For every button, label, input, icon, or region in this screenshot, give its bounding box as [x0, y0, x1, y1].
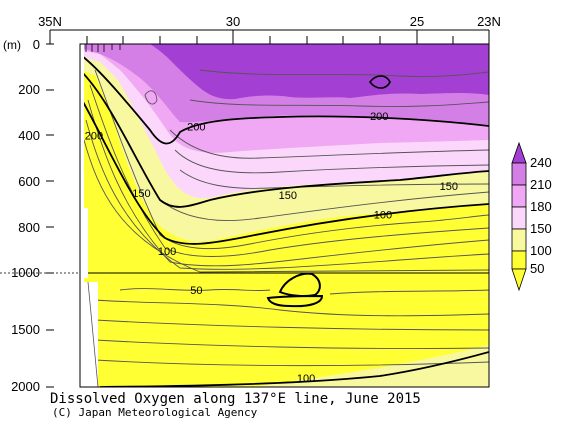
contour-label-200: 200 — [85, 131, 103, 143]
left-axis-ticks — [46, 43, 54, 388]
colorbar-top-arrow — [511, 141, 527, 164]
contour-label-100: 100 — [158, 246, 176, 258]
contour-label-100: 100 — [374, 210, 392, 222]
colorbar-label-240: 240 — [530, 155, 552, 170]
contour-label-100: 100 — [297, 373, 315, 385]
y-tick-label-0: 0 — [33, 37, 40, 52]
contour-label-150: 150 — [279, 190, 297, 202]
colorbar-swatch-100-150 — [511, 228, 527, 252]
contour-label-150: 150 — [132, 188, 150, 200]
plot-area — [80, 44, 489, 387]
do-band-gt240 — [150, 44, 489, 100]
y-tick-label-800: 800 — [18, 220, 40, 235]
top-axis-ticks — [49, 29, 490, 44]
thin-contours — [83, 69, 489, 367]
y-tick-label-600: 600 — [18, 174, 40, 189]
mask-upper-gap — [80, 208, 88, 278]
colorbar-label-210: 210 — [530, 177, 552, 192]
contour-label-150: 150 — [440, 181, 458, 193]
colorbar-label-100: 100 — [530, 243, 552, 258]
x-tick-label-30: 30 — [226, 14, 240, 29]
y-tick-label-1000: 1000 — [11, 265, 40, 280]
plot-frame — [79, 43, 490, 388]
colorbar-bottom-arrow — [511, 268, 527, 292]
x-tick-label-23n: 23N — [477, 14, 501, 29]
contour-labels: 200 200 200 150 150 150 100 100 50 100 — [85, 111, 458, 385]
y-tick-label-400: 400 — [18, 128, 40, 143]
contour-label-50: 50 — [190, 285, 202, 297]
colorbar-label-150: 150 — [530, 221, 552, 236]
chart-title: Dissolved Oxygen along 137°E line, June … — [50, 391, 421, 407]
y-tick-label-1500: 1500 — [11, 322, 40, 337]
colorbar-swatch-50-100 — [511, 250, 527, 270]
colorbar-swatch-150-180 — [511, 206, 527, 230]
do-pocket-50b — [266, 294, 324, 308]
thick-contours — [80, 55, 489, 387]
y-unit-label: (m) — [3, 38, 21, 52]
contour-label-200: 200 — [370, 111, 388, 123]
colorbar-swatch-180-210 — [511, 184, 527, 208]
y-tick-label-200: 200 — [18, 82, 40, 97]
colorbar-swatch-210-240 — [511, 162, 527, 186]
y-tick-label-2000: 2000 — [11, 379, 40, 394]
colorbar: 240 210 180 150 100 50 — [511, 141, 552, 292]
chart-credit: (C) Japan Meteorological Agency — [52, 406, 258, 419]
station-ticks — [85, 44, 121, 52]
contour-label-200: 200 — [187, 121, 205, 133]
do-band-deep-pale — [250, 345, 489, 387]
colorbar-label-180: 180 — [530, 199, 552, 214]
x-tick-label-25: 25 — [410, 14, 424, 29]
x-tick-label-35n: 35N — [38, 14, 62, 29]
mask-lower-gap — [80, 282, 98, 387]
colorbar-label-50: 50 — [530, 261, 544, 276]
